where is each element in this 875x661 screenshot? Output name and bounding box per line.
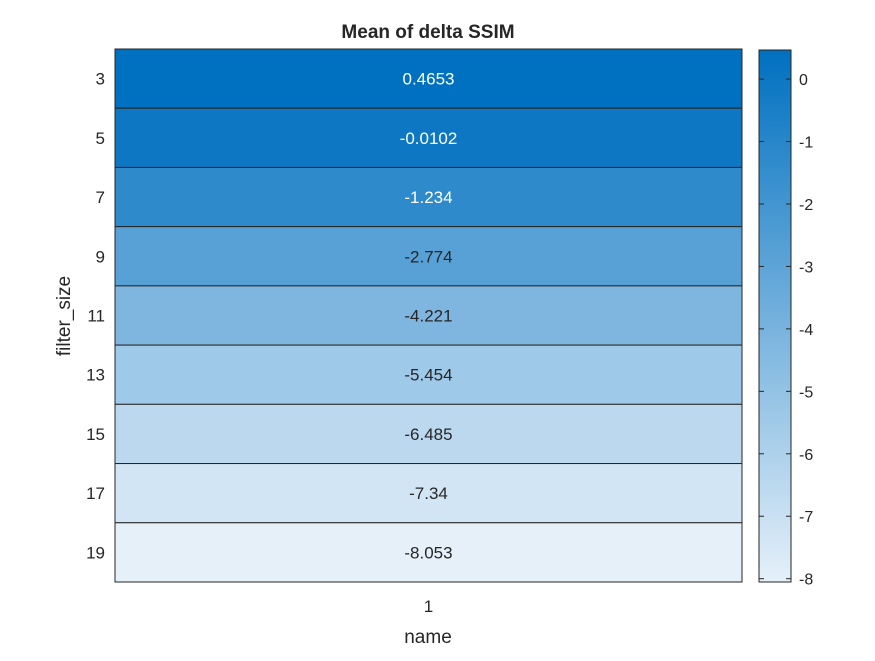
cell-value-label: -0.0102 — [400, 129, 458, 148]
y-tick-labels: 3 5 7 9 11 13 15 17 19 — [86, 70, 105, 563]
y-tick-label: 11 — [87, 307, 105, 326]
colorbar-ticks: 0 -1 -2 -3 -4 -5 -6 -7 -8 — [759, 72, 813, 589]
cell-value-label: -5.454 — [404, 366, 452, 385]
heatmap-cell — [114, 522, 743, 583]
heatmap-cell — [114, 344, 743, 405]
colorbar-tick-label: -2 — [799, 197, 813, 214]
y-tick-label: 17 — [86, 484, 105, 503]
colorbar-tick-label: -6 — [799, 447, 813, 464]
cell-value-label: 0.4653 — [403, 70, 455, 89]
colorbar-tick-label: -3 — [799, 259, 813, 276]
heatmap-cell — [114, 107, 743, 168]
heatmap-cell — [114, 48, 743, 109]
cell-value-label: -7.34 — [409, 484, 448, 503]
colorbar-tick-label: -5 — [799, 384, 813, 401]
x-axis-label: name — [404, 627, 452, 648]
heatmap-cell — [114, 226, 743, 287]
y-tick-label: 13 — [86, 366, 105, 385]
colorbar-tick-label: -8 — [799, 572, 813, 589]
heatmap-cell — [114, 166, 743, 228]
cell-value-label: -1.234 — [404, 188, 452, 207]
heatmap-cell — [114, 285, 743, 346]
y-tick-label: 5 — [96, 129, 105, 148]
y-tick-label: 19 — [86, 543, 105, 562]
y-axis-label: filter_size — [54, 276, 75, 356]
colorbar-tick-label: 0 — [799, 72, 808, 89]
x-tick-label: 1 — [424, 597, 433, 616]
heatmap-cell — [114, 463, 743, 524]
y-tick-label: 7 — [96, 188, 105, 207]
y-tick-label: 15 — [86, 425, 105, 444]
colorbar — [758, 49, 792, 583]
y-tick-label: 3 — [96, 70, 105, 89]
heatmap-cell-labels: 0.4653 -0.0102 -1.234 -2.774 -4.221 -5.454 -6.… — [400, 70, 458, 563]
colorbar-tick-label: -1 — [799, 135, 813, 152]
cell-value-label: -4.221 — [404, 307, 452, 326]
cell-value-label: -8.053 — [404, 543, 452, 562]
colorbar-tick-label: -7 — [799, 509, 813, 526]
cell-value-label: -2.774 — [404, 247, 452, 266]
x-tick-labels: 1 — [424, 597, 433, 616]
heatmap-cells — [114, 48, 743, 583]
cell-value-label: -6.485 — [404, 425, 452, 444]
y-tick-label: 9 — [96, 247, 105, 266]
chart-title: Mean of delta SSIM — [341, 22, 514, 43]
colorbar-tick-label: -4 — [799, 322, 813, 339]
